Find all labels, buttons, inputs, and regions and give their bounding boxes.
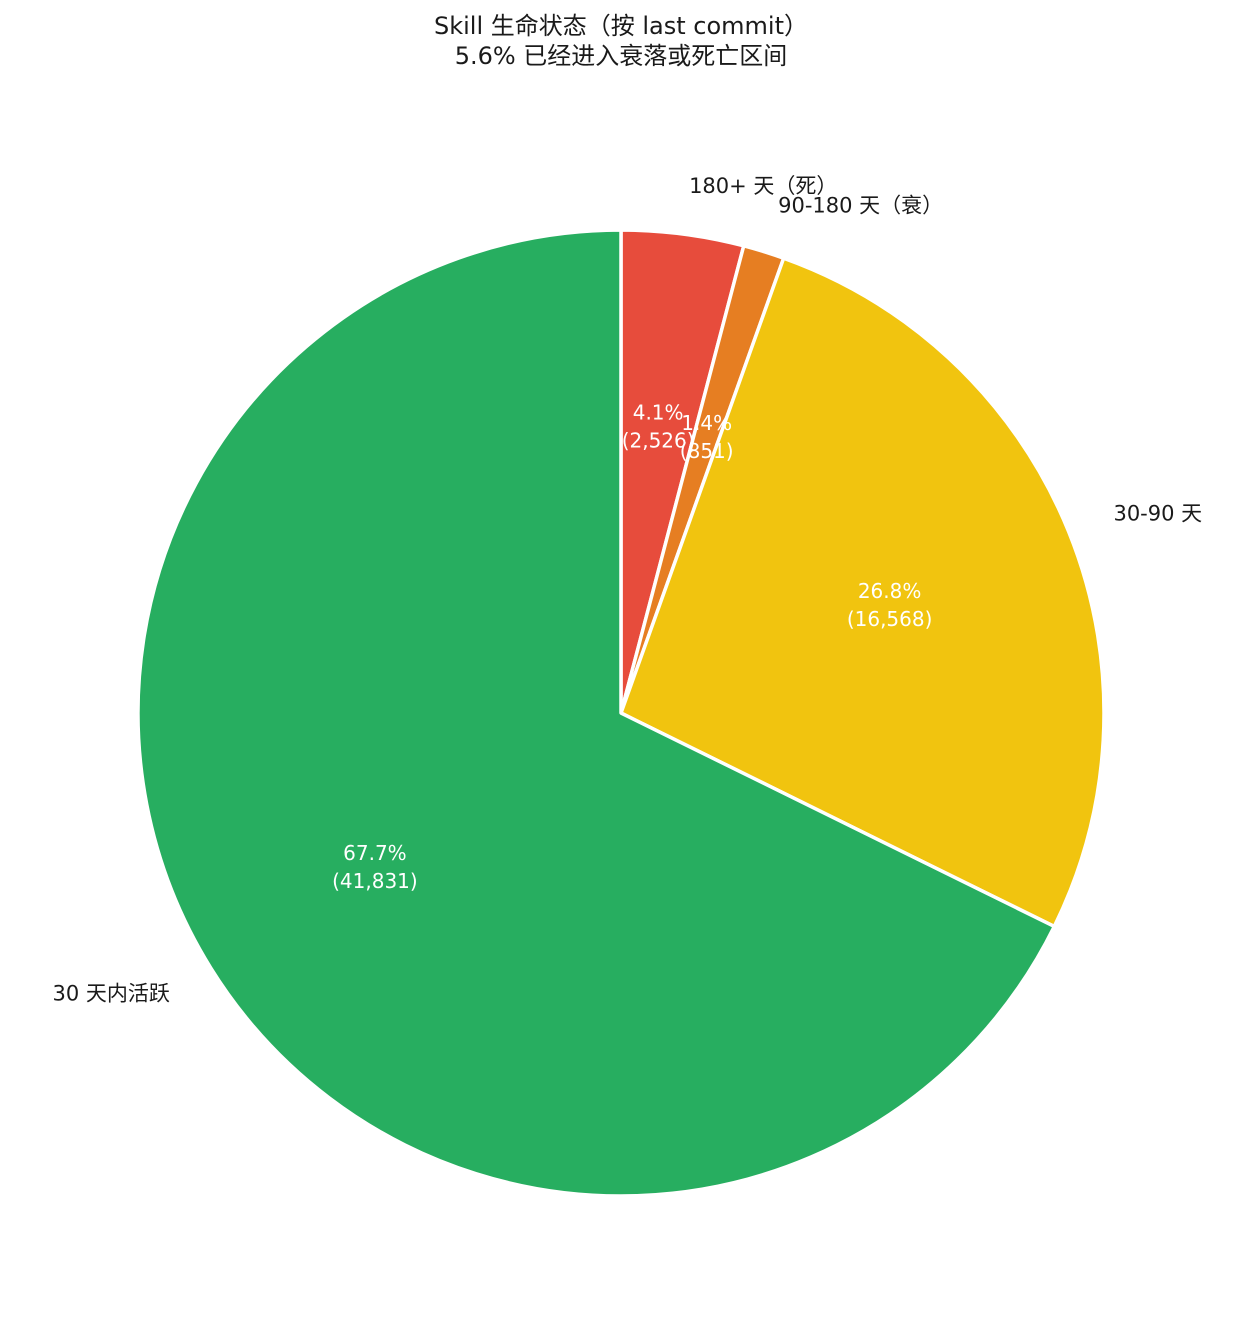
slice-count-label: (2,526)	[622, 429, 695, 453]
inner-labels-layer: 4.1% (2,526)1.4% (851) 26.8% (16,568) 67.7% (4…	[332, 401, 932, 893]
chart-subtitle: 5.6% 已经进入衰落或死亡区间	[455, 42, 788, 70]
slice-percent-label: 26.8%	[858, 579, 922, 603]
slice-category-label: 90-180 天（衰）	[778, 193, 943, 217]
slice-count-label: (851)	[680, 439, 734, 463]
chart-title: Skill 生命状态（按 last commit）	[434, 12, 808, 40]
slice-count-label: (16,568)	[847, 607, 933, 631]
slice-percent-label: 1.4%	[681, 411, 732, 435]
outer-labels-layer: 180+ 天（死）90-180 天（衰） 30-90 天 30 天内活跃	[52, 174, 1202, 1006]
pie-slice	[619, 256, 1106, 929]
slices-layer	[136, 228, 1106, 1198]
slice-category-label: 180+ 天（死）	[689, 174, 837, 198]
slice-percent-label: 67.7%	[343, 841, 407, 865]
pie-slice	[136, 228, 1057, 1198]
slice-percent-label: 4.1%	[633, 401, 684, 425]
slice-category-label: 30 天内活跃	[52, 982, 169, 1006]
slice-category-label: 30-90 天	[1113, 502, 1202, 526]
slice-count-label: (41,831)	[332, 869, 418, 893]
